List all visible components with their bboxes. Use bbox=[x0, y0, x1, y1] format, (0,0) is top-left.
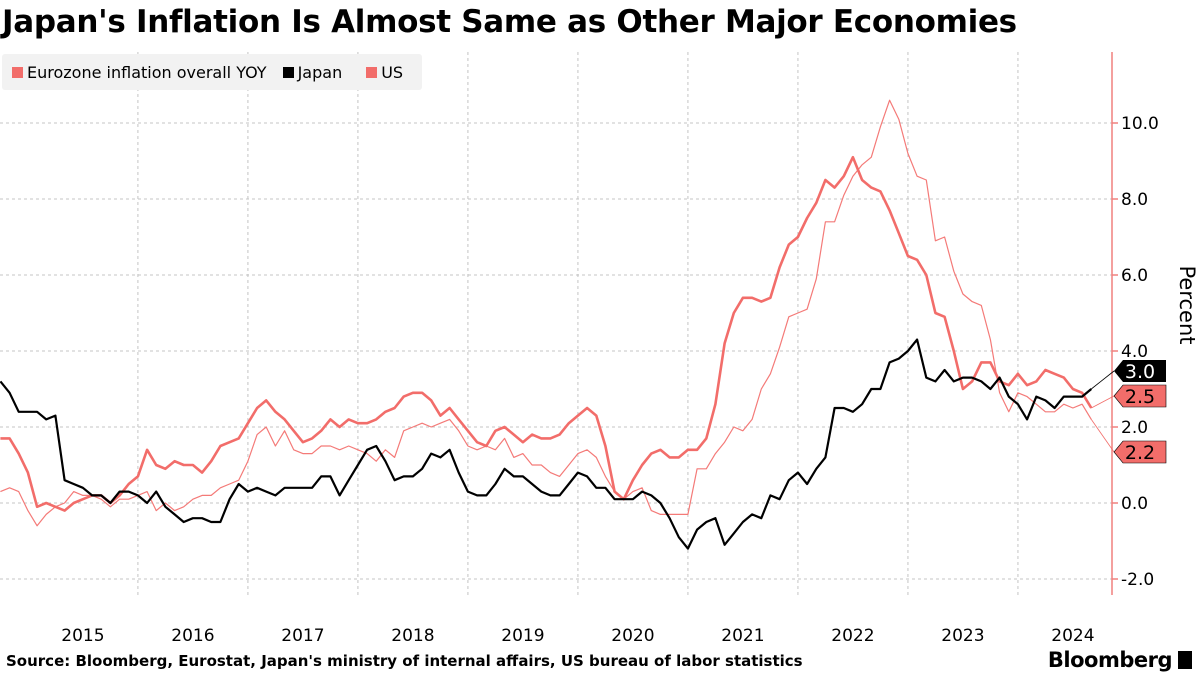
y-tick-label: 4.0 bbox=[1121, 342, 1148, 362]
x-tick-label: 2019 bbox=[501, 626, 544, 646]
x-tick-label: 2016 bbox=[171, 626, 214, 646]
series-line-japan bbox=[0, 338, 1093, 550]
source-note: Source: Bloomberg, Eurostat, Japan's min… bbox=[6, 652, 803, 670]
legend-swatch bbox=[282, 66, 294, 78]
y-tick-label: 8.0 bbox=[1121, 190, 1148, 210]
x-tick-label: 2021 bbox=[721, 626, 764, 646]
y-tick-label: 0.0 bbox=[1121, 494, 1148, 514]
legend-label: Eurozone inflation overall YOY bbox=[27, 62, 267, 82]
x-tick-label: 2015 bbox=[61, 626, 104, 646]
last-value-leader bbox=[1091, 395, 1115, 409]
y-tick-label: -2.0 bbox=[1121, 570, 1154, 590]
legend-swatch bbox=[366, 66, 378, 78]
logo-text: Bloomberg bbox=[1047, 648, 1173, 672]
series-line-us bbox=[0, 155, 1093, 512]
legend-swatch bbox=[12, 66, 23, 78]
x-tick-label: 2022 bbox=[831, 626, 874, 646]
last-value-label: 2.5 bbox=[1125, 386, 1155, 408]
x-tick-label: 2018 bbox=[391, 626, 434, 646]
last-value-leader bbox=[1091, 370, 1115, 390]
last-value-label: 3.0 bbox=[1125, 361, 1155, 383]
bloomberg-logo: Bloomberg bbox=[1048, 648, 1192, 672]
logo-icon bbox=[1178, 651, 1192, 669]
last-value-tag bbox=[1114, 360, 1166, 382]
x-tick-label: 2017 bbox=[281, 626, 324, 646]
legend: Eurozone inflation overall YOY Japan US bbox=[2, 54, 422, 90]
chart-title: Japan's Inflation Is Almost Same as Othe… bbox=[2, 4, 1017, 40]
legend-item-eurozone: Eurozone inflation overall YOY bbox=[12, 63, 267, 82]
x-tick-label: 2020 bbox=[611, 626, 654, 646]
last-value-leader bbox=[1090, 419, 1115, 453]
last-value-label: 2.2 bbox=[1125, 442, 1155, 464]
y-tick-label: 6.0 bbox=[1121, 266, 1148, 286]
legend-item-japan: Japan bbox=[282, 62, 343, 82]
y-axis-label: Percent bbox=[1175, 265, 1199, 344]
last-value-tag bbox=[1113, 440, 1167, 464]
y-tick-label: 10.0 bbox=[1121, 114, 1159, 134]
legend-label: US bbox=[381, 62, 404, 82]
series-line-eurozone bbox=[0, 99, 1092, 527]
legend-label: Japan bbox=[297, 62, 343, 82]
last-value-tag bbox=[1113, 384, 1167, 408]
x-tick-label: 2023 bbox=[941, 626, 984, 646]
x-tick-label: 2024 bbox=[1051, 626, 1094, 646]
y-tick-label: 2.0 bbox=[1121, 418, 1148, 438]
legend-item-us: US bbox=[366, 63, 403, 82]
